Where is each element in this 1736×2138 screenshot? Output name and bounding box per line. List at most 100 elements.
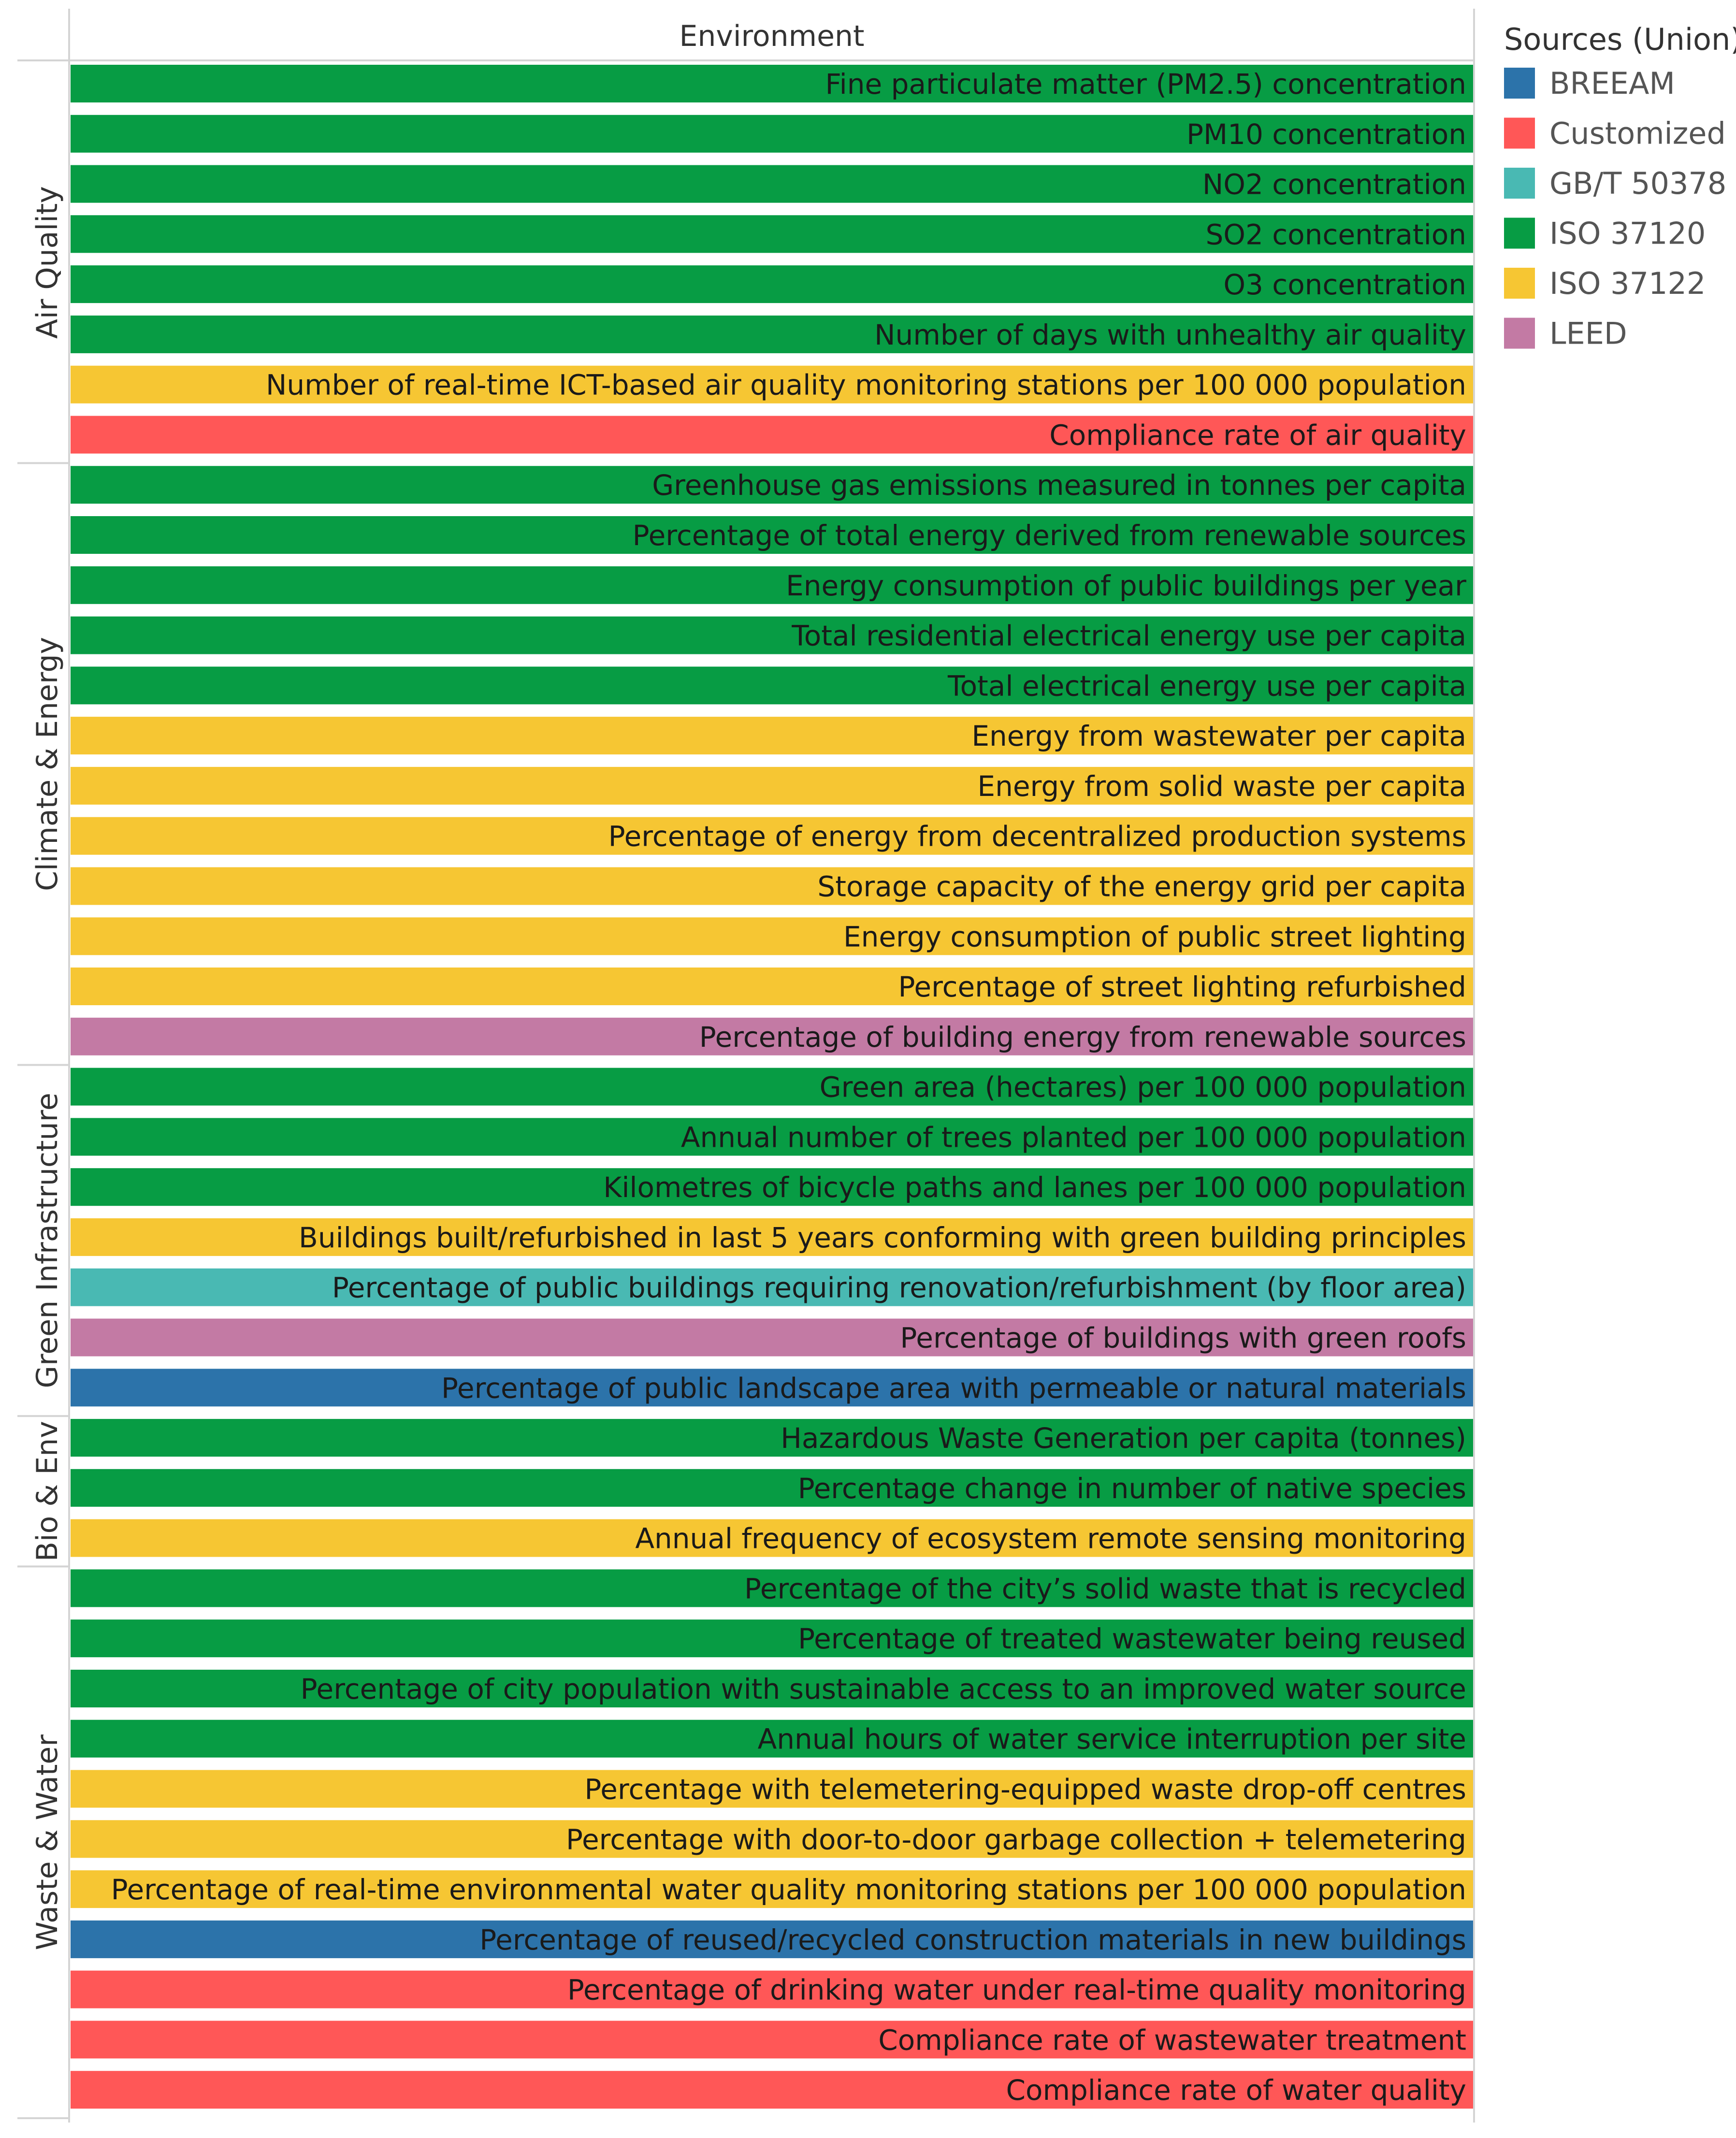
bar-41 bbox=[71, 2071, 1473, 2109]
bar-20 bbox=[71, 1017, 1473, 1055]
bar-label: Compliance rate of water quality bbox=[1006, 2074, 1466, 2107]
column-header: Environment bbox=[679, 19, 864, 53]
bar-label: Energy from solid waste per capita bbox=[977, 770, 1466, 803]
bar-label: Buildings built/refurbished in last 5 ye… bbox=[299, 1221, 1466, 1254]
bar-label: Percentage of buildings with green roofs bbox=[900, 1322, 1466, 1355]
legend-swatch-customized bbox=[1504, 117, 1535, 149]
legend-label: Customized bbox=[1549, 116, 1726, 151]
bar-17 bbox=[71, 867, 1473, 905]
bar-label: Percentage of total energy derived from … bbox=[633, 519, 1466, 552]
bar-32 bbox=[71, 1619, 1473, 1658]
bar-label: O3 concentration bbox=[1223, 268, 1466, 301]
bar-25 bbox=[71, 1268, 1473, 1306]
bar-label: Fine particulate matter (PM2.5) concentr… bbox=[825, 68, 1467, 101]
bar-16 bbox=[71, 817, 1473, 855]
bar-15 bbox=[71, 766, 1473, 805]
bar-30 bbox=[71, 1519, 1473, 1557]
bar-12 bbox=[71, 616, 1473, 654]
bar-2 bbox=[71, 115, 1473, 153]
group-label-climate-energy: Climate & Energy bbox=[30, 637, 64, 891]
group-labels: Air Quality Climate & Energy Green Infrast… bbox=[30, 186, 64, 1950]
bar-label: PM10 concentration bbox=[1186, 118, 1466, 151]
legend-label: LEED bbox=[1549, 316, 1627, 351]
bar-1 bbox=[71, 65, 1473, 102]
bar-label: Percentage of public landscape area with… bbox=[441, 1372, 1466, 1404]
bar-label: Percentage of real-time environmental wa… bbox=[111, 1873, 1466, 1906]
bar-24 bbox=[71, 1218, 1473, 1256]
legend-swatch-iso-37122 bbox=[1504, 268, 1535, 299]
bar-29 bbox=[71, 1469, 1473, 1507]
bar-19 bbox=[71, 968, 1473, 1005]
bar-label: Annual frequency of ecosystem remote sen… bbox=[635, 1522, 1466, 1555]
bar-33 bbox=[71, 1670, 1473, 1707]
bar-label: Annual number of trees planted per 100 0… bbox=[681, 1121, 1466, 1154]
bar-label: Percentage of the city’s solid waste tha… bbox=[744, 1572, 1466, 1605]
bar-31 bbox=[71, 1569, 1473, 1607]
bar-14 bbox=[71, 717, 1473, 755]
bar-label: Kilometres of bicycle paths and lanes pe… bbox=[603, 1171, 1466, 1204]
bar-label: Percentage of energy from decentralized … bbox=[608, 820, 1466, 853]
bar-label: Percentage of street lighting refurbishe… bbox=[898, 970, 1467, 1003]
bar-label: Percentage of public buildings requiring… bbox=[332, 1271, 1466, 1304]
bar-label: SO2 concentration bbox=[1205, 218, 1466, 251]
bar-40 bbox=[71, 2021, 1473, 2059]
legend-title: Sources (Union) bbox=[1504, 22, 1736, 57]
bar-label: Percentage of building energy from renew… bbox=[699, 1021, 1466, 1054]
legend-label: ISO 37122 bbox=[1549, 266, 1706, 301]
bar-39 bbox=[71, 1970, 1473, 2008]
legend: Sources (Union) BREEAM Customized GB/T 503… bbox=[1504, 22, 1736, 351]
bar-7 bbox=[71, 365, 1473, 404]
bar-11 bbox=[71, 566, 1473, 604]
bar-38 bbox=[71, 1920, 1473, 1958]
bar-36 bbox=[71, 1820, 1473, 1858]
bar-26 bbox=[71, 1318, 1473, 1357]
bar-13 bbox=[71, 666, 1473, 705]
bar-label: Greenhouse gas emissions measured in ton… bbox=[652, 469, 1466, 502]
bar-28 bbox=[71, 1419, 1473, 1457]
bar-23 bbox=[71, 1168, 1473, 1206]
bar-label: Percentage with door-to-door garbage col… bbox=[566, 1823, 1466, 1856]
bar-8 bbox=[71, 416, 1473, 454]
group-label-air-quality: Air Quality bbox=[30, 186, 64, 339]
legend-label: BREEAM bbox=[1549, 66, 1675, 101]
bar-label: Compliance rate of air quality bbox=[1049, 419, 1466, 452]
bar-34 bbox=[71, 1719, 1473, 1758]
bar-35 bbox=[71, 1770, 1473, 1808]
bar-label: Annual hours of water service interrupti… bbox=[758, 1723, 1466, 1756]
bar-5 bbox=[71, 265, 1473, 303]
group-label-green-infrastructure: Green Infrastructure bbox=[30, 1093, 64, 1388]
bar-label: Green area (hectares) per 100 000 popula… bbox=[820, 1071, 1466, 1104]
legend-swatch-leed bbox=[1504, 318, 1535, 349]
bar-label: Energy consumption of public buildings p… bbox=[786, 569, 1466, 602]
bar-label: Percentage of city population with susta… bbox=[301, 1673, 1466, 1705]
bar-27 bbox=[71, 1369, 1473, 1407]
bars: Fine particulate matter (PM2.5) concentr… bbox=[71, 65, 1473, 2109]
bar-label: Percentage of reused/recycled constructi… bbox=[479, 1923, 1466, 1956]
bar-9 bbox=[71, 466, 1473, 504]
group-label-waste-water: Waste & Water bbox=[30, 1734, 64, 1950]
bar-37 bbox=[71, 1870, 1473, 1908]
legend-swatch-iso-37120 bbox=[1504, 217, 1535, 249]
group-label-bio-env: Bio & Env bbox=[30, 1421, 64, 1561]
bar-label: NO2 concentration bbox=[1202, 168, 1466, 201]
bar-label: Number of days with unhealthy air qualit… bbox=[874, 318, 1466, 351]
bar-label: Percentage of drinking water under real-… bbox=[567, 1974, 1466, 2007]
bar-label: Number of real-time ICT-based air qualit… bbox=[266, 369, 1466, 402]
bar-label: Storage capacity of the energy grid per … bbox=[817, 870, 1466, 903]
bar-label: Hazardous Waste Generation per capita (t… bbox=[781, 1422, 1466, 1455]
bar-22 bbox=[71, 1118, 1473, 1156]
chart-frame bbox=[17, 9, 1475, 2123]
bar-18 bbox=[71, 917, 1473, 955]
bar-label: Percentage with telemetering-equipped wa… bbox=[584, 1773, 1466, 1806]
bar-3 bbox=[71, 165, 1473, 203]
legend-swatch-gb-t-50378 bbox=[1504, 168, 1535, 199]
bar-label: Percentage of treated wastewater being r… bbox=[798, 1622, 1466, 1655]
bar-10 bbox=[71, 516, 1473, 554]
bar-label: Total electrical energy use per capita bbox=[947, 669, 1466, 702]
bar-label: Percentage change in number of native sp… bbox=[798, 1472, 1466, 1505]
bar-4 bbox=[71, 215, 1473, 253]
legend-swatch-breeam bbox=[1504, 68, 1535, 99]
bar-label: Energy from wastewater per capita bbox=[971, 720, 1466, 752]
bar-6 bbox=[71, 315, 1473, 353]
